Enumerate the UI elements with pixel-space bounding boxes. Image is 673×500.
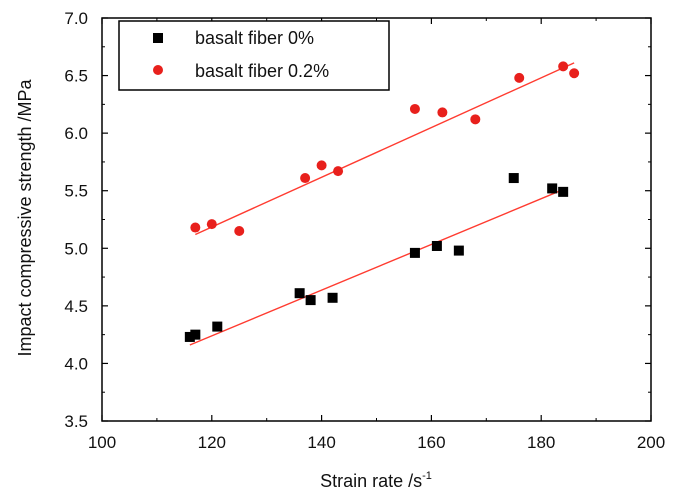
x-axis-title-main: Strain rate /s (320, 471, 422, 491)
legend-marker-basalt-fiber-0-2 (153, 65, 163, 75)
data-point-basalt-fiber-0-2 (409, 103, 420, 114)
y-tick-label: 4.0 (64, 354, 88, 373)
x-tick-label: 160 (417, 433, 445, 452)
data-point-basalt-fiber-0 (431, 240, 442, 251)
data-point-basalt-fiber-0 (547, 183, 558, 194)
y-tick-label: 5.0 (64, 239, 88, 258)
legend-box (118, 20, 390, 91)
data-point-basalt-fiber-0 (305, 295, 316, 306)
data-point-basalt-fiber-0-2 (333, 166, 344, 177)
data-point-basalt-fiber-0 (212, 321, 223, 332)
plot-layer: 100 120 140 160 180 200 3.5 4.0 4.5 5.0 5.5 6.0 6.5 7… (64, 9, 665, 452)
y-tick-label: 6.5 (64, 67, 88, 86)
y-axis-title: Impact compressive strength /MPa (15, 78, 35, 356)
x-axis-title-superscript: -1 (422, 470, 432, 482)
legend-label-basalt-fiber-0-2: basalt fiber 0.2% (195, 61, 329, 81)
x-tick-label: 140 (307, 433, 335, 452)
data-point-basalt-fiber-0-2 (558, 61, 569, 72)
data-point-basalt-fiber-0 (508, 173, 519, 184)
data-point-basalt-fiber-0 (327, 292, 338, 303)
x-axis-title: Strain rate /s-1 (320, 470, 432, 491)
x-tick-label: 200 (637, 433, 665, 452)
y-tick-label: 6.0 (64, 124, 88, 143)
data-point-basalt-fiber-0 (184, 331, 195, 342)
data-point-basalt-fiber-0 (190, 329, 201, 340)
fit-line-basalt-fiber-0 (189, 188, 564, 346)
data-point-basalt-fiber-0-2 (206, 219, 217, 230)
data-point-basalt-fiber-0-2 (514, 72, 525, 83)
data-point-basalt-fiber-0-2 (234, 226, 245, 237)
data-point-basalt-fiber-0 (558, 186, 569, 197)
data-point-basalt-fiber-0 (453, 245, 464, 256)
data-point-basalt-fiber-0 (294, 288, 305, 299)
legend-marker-basalt-fiber-0 (153, 33, 163, 43)
x-tick-label: 120 (198, 433, 226, 452)
data-point-basalt-fiber-0-2 (300, 173, 311, 184)
data-point-basalt-fiber-0 (409, 247, 420, 258)
x-tick-label: 180 (527, 433, 555, 452)
data-point-basalt-fiber-0-2 (437, 107, 448, 118)
y-tick-label: 7.0 (64, 9, 88, 28)
y-tick-label: 3.5 (64, 412, 88, 431)
data-point-basalt-fiber-0-2 (470, 114, 481, 125)
legend: basalt fiber 0% basalt fiber 0.2% (118, 20, 390, 91)
data-point-basalt-fiber-0-2 (190, 222, 201, 233)
data-point-basalt-fiber-0-2 (316, 160, 327, 171)
data-point-basalt-fiber-0-2 (569, 68, 580, 79)
y-tick-label: 5.5 (64, 182, 88, 201)
y-tick-label: 4.5 (64, 297, 88, 316)
legend-label-basalt-fiber-0: basalt fiber 0% (195, 28, 314, 48)
x-tick-label: 100 (88, 433, 116, 452)
fit-line-basalt-fiber-0-2 (195, 62, 575, 236)
